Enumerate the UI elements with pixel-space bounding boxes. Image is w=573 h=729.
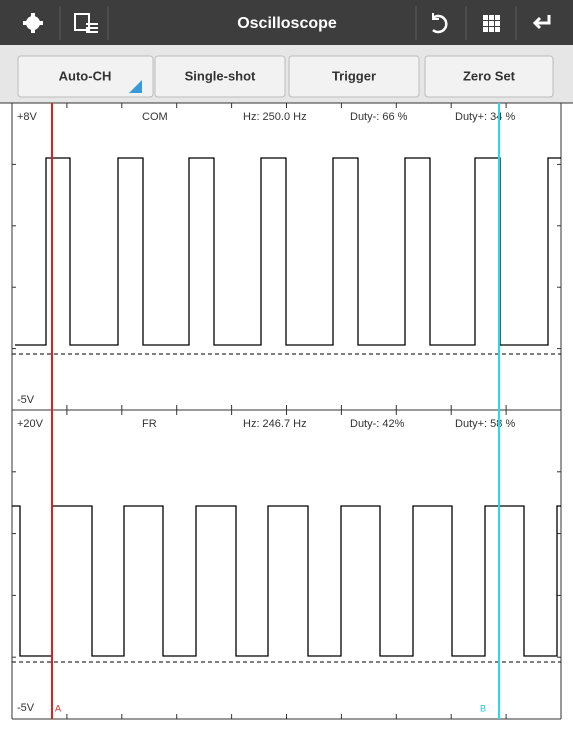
settings-icon[interactable] — [23, 13, 43, 33]
dropdown-indicator — [129, 80, 142, 93]
button[interactable] — [424, 55, 554, 98]
cursor-a-label: A — [55, 703, 61, 713]
refresh-icon[interactable] — [432, 13, 448, 34]
duty-minus: Duty-: 66 % — [350, 111, 408, 123]
title: Oscilloscope — [237, 15, 337, 32]
button[interactable] — [288, 55, 420, 98]
button-label[interactable]: Auto-CH — [59, 68, 112, 83]
back-icon[interactable] — [532, 15, 551, 30]
scale-top: +20V — [17, 418, 44, 430]
scale-bottom: -5V — [17, 394, 35, 406]
waveform-fr — [12, 505, 561, 657]
frequency: Hz: 246.7 Hz — [243, 418, 307, 430]
scale-top: +8V — [17, 111, 38, 123]
waveform-com — [15, 157, 561, 346]
duty-plus: Duty+: 34 % — [455, 111, 515, 123]
button[interactable] — [154, 55, 286, 98]
duty-plus: Duty+: 58 % — [455, 418, 515, 430]
frequency: Hz: 250.0 Hz — [243, 111, 307, 123]
button[interactable] — [17, 55, 154, 98]
toolbar — [0, 0, 573, 45]
button-label[interactable]: Trigger — [332, 68, 376, 83]
duty-minus: Duty-: 42% — [350, 418, 405, 430]
button-label[interactable]: Single-shot — [185, 68, 256, 83]
channel-name: FR — [142, 418, 157, 430]
grid-icon[interactable] — [483, 15, 500, 32]
button-label[interactable]: Zero Set — [463, 68, 516, 83]
cursor-b-label: B — [480, 703, 486, 713]
scale-bottom: -5V — [17, 702, 35, 714]
channel-name: COM — [142, 111, 168, 123]
save-icon[interactable] — [74, 13, 98, 33]
